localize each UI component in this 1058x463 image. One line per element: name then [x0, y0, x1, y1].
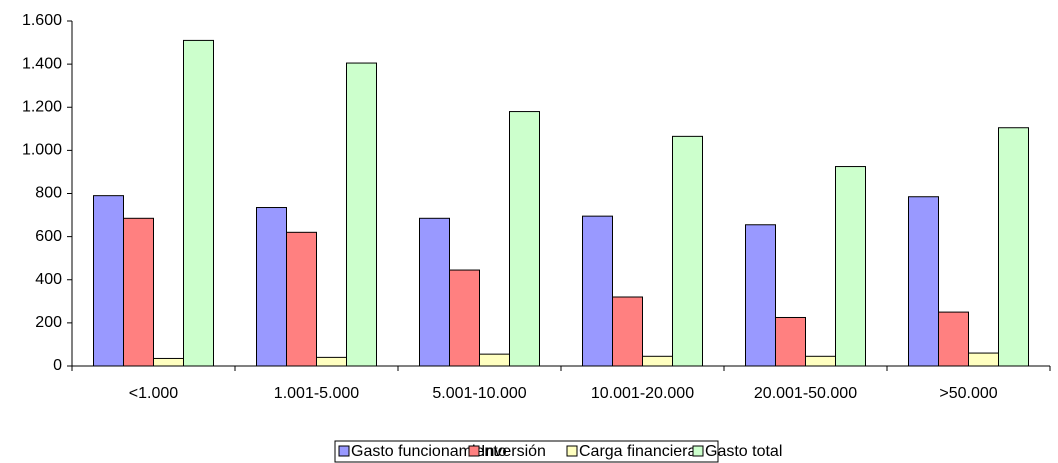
- bar: [509, 111, 540, 367]
- x-tick-label: 20.001-50.000: [754, 385, 857, 402]
- bar: [419, 217, 450, 367]
- bar: [183, 39, 214, 367]
- bar: [286, 231, 317, 367]
- bar: [449, 269, 480, 367]
- y-tick-label: 200: [35, 314, 62, 331]
- bar: [582, 215, 613, 367]
- legend-swatch: [566, 445, 578, 457]
- legend-swatch: [468, 445, 480, 457]
- x-tick-label: 10.001-20.000: [591, 385, 694, 402]
- y-tick-label: 1.000: [22, 142, 62, 159]
- bar: [835, 166, 866, 367]
- bar: [908, 196, 939, 367]
- legend-label: Inversión: [481, 443, 546, 460]
- y-tick-label: 0: [53, 357, 62, 374]
- bar: [256, 207, 287, 367]
- y-tick-label: 600: [35, 228, 62, 245]
- x-tick-label: >50.000: [939, 385, 997, 402]
- y-tick-label: 1.200: [22, 98, 62, 115]
- bar: [775, 316, 806, 367]
- x-tick-label: 1.001-5.000: [274, 385, 360, 402]
- bar: [938, 311, 969, 367]
- legend-swatch: [338, 445, 350, 457]
- y-tick-label: 1.600: [22, 12, 62, 29]
- x-tick-label: 5.001-10.000: [432, 385, 526, 402]
- y-tick-label: 400: [35, 271, 62, 288]
- bar: [672, 135, 703, 367]
- bar: [316, 356, 347, 367]
- bar: [93, 195, 124, 367]
- bar: [805, 355, 836, 367]
- legend-label: Gasto total: [705, 443, 782, 460]
- legend-label: Gasto funcionamiento: [351, 443, 507, 460]
- bar: [998, 127, 1029, 367]
- bar: [612, 296, 643, 367]
- legend-label: Carga financiera: [579, 443, 697, 460]
- bar: [968, 352, 999, 367]
- bar: [346, 62, 377, 367]
- bar: [642, 355, 673, 367]
- bar: [479, 353, 510, 367]
- y-tick-label: 800: [35, 185, 62, 202]
- legend-swatch: [692, 445, 704, 457]
- legend-box: [334, 440, 719, 463]
- bar: [745, 224, 776, 367]
- x-tick-label: <1.000: [129, 385, 178, 402]
- y-tick-label: 1.400: [22, 55, 62, 72]
- bar: [153, 357, 184, 367]
- bar: [123, 217, 154, 367]
